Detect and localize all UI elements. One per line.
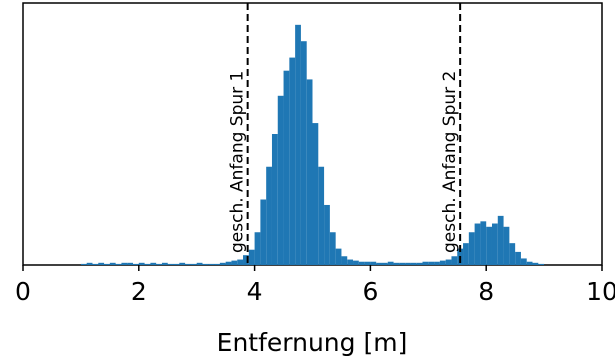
histogram-bar — [179, 262, 186, 265]
histogram-bar — [463, 243, 469, 265]
histogram-bar — [289, 57, 296, 266]
histogram-bar — [190, 263, 197, 265]
histogram-bar — [445, 259, 452, 265]
histogram-bar — [202, 263, 209, 265]
histogram-bar — [381, 262, 388, 265]
histogram-bar — [324, 204, 330, 265]
histogram-bar — [196, 262, 203, 265]
histogram-bar — [526, 261, 533, 265]
histogram-bar — [121, 262, 128, 265]
histogram-bar — [509, 243, 516, 265]
histogram-bar — [486, 226, 492, 265]
histogram-bar — [428, 261, 435, 265]
histogram-bar — [358, 261, 365, 265]
histogram-bar — [341, 256, 348, 265]
x-tick-label: 4 — [247, 277, 263, 306]
histogram-bar — [497, 215, 504, 265]
histogram-bar — [80, 263, 87, 265]
histogram-bar — [306, 79, 313, 266]
histogram-bar — [364, 261, 371, 265]
reference-line-label-1: gesch. Anfang Spur 1 — [228, 71, 248, 253]
reference-lines: gesch. Anfang Spur 1 gesch. Anfang Spur 2 — [228, 3, 462, 265]
histogram-bar — [353, 260, 359, 265]
histogram-bar — [185, 263, 191, 265]
x-axis-label: Entfernung [m] — [217, 328, 408, 357]
histogram-bar — [405, 262, 411, 265]
histogram-bar — [98, 262, 105, 265]
histogram-bar — [538, 263, 545, 265]
histogram-bar — [434, 261, 440, 265]
histogram-bar — [248, 249, 255, 265]
histogram-bar — [277, 95, 284, 266]
histogram-bar — [520, 258, 527, 265]
histogram-bar — [376, 262, 382, 265]
histogram-bar — [399, 262, 406, 265]
histogram-bar — [138, 262, 145, 265]
histogram-bar — [214, 263, 220, 265]
histogram-bar — [532, 262, 539, 265]
x-axis-ticks: 0 2 4 6 8 10 — [15, 265, 615, 306]
x-tick-label: 6 — [362, 277, 378, 306]
histogram-bar — [266, 166, 272, 265]
histogram-bar — [86, 262, 93, 265]
histogram-bar — [410, 262, 417, 265]
histogram-bar — [422, 261, 429, 265]
histogram-bar — [219, 262, 226, 265]
histogram-bar — [104, 263, 110, 265]
histogram-bar — [109, 262, 116, 265]
histogram-bar — [318, 166, 325, 265]
histogram-bar — [393, 262, 400, 265]
histogram-bar — [133, 263, 139, 265]
histogram-bar — [451, 256, 458, 265]
histogram-bar — [416, 262, 423, 265]
x-tick-label: 2 — [131, 277, 147, 306]
histogram-bar — [208, 263, 215, 265]
histogram-bar — [387, 261, 394, 265]
histogram-bar — [474, 223, 481, 265]
histogram-bar — [300, 41, 307, 266]
histogram-bar — [347, 259, 354, 265]
x-tick-label: 8 — [478, 277, 494, 306]
histogram-bar — [370, 261, 377, 265]
histogram-bar — [156, 263, 162, 265]
histogram-bar — [173, 263, 180, 265]
histogram-bar — [254, 232, 261, 265]
histogram-bar — [468, 232, 475, 265]
histogram-bar — [127, 262, 134, 265]
histogram-bar — [167, 263, 174, 265]
x-tick-label: 0 — [15, 277, 31, 306]
histogram-bar — [161, 262, 168, 265]
histogram-bar — [243, 255, 249, 265]
histogram-bar — [271, 134, 278, 265]
histogram-bar — [480, 221, 487, 265]
histogram-bar — [312, 123, 319, 265]
x-tick-label: 10 — [586, 277, 615, 306]
histogram-bar — [335, 248, 342, 265]
histogram-bar — [237, 259, 244, 265]
histogram-bar — [491, 223, 498, 265]
histogram-bar — [329, 232, 336, 265]
histogram-bar — [115, 263, 122, 265]
histogram-bar — [515, 251, 521, 265]
histogram-bar — [144, 263, 151, 265]
histogram-bar — [150, 262, 157, 265]
histogram-bars — [80, 24, 545, 266]
histogram-bar — [295, 24, 301, 266]
histogram-bar — [503, 226, 510, 265]
histogram-bar — [439, 260, 446, 265]
histogram-bar — [225, 261, 232, 265]
histogram-bar — [92, 263, 99, 265]
reference-line-label-2: gesch. Anfang Spur 2 — [440, 71, 460, 253]
histogram-bar — [260, 199, 267, 265]
histogram-bar — [231, 260, 238, 265]
histogram-bar — [283, 70, 290, 265]
